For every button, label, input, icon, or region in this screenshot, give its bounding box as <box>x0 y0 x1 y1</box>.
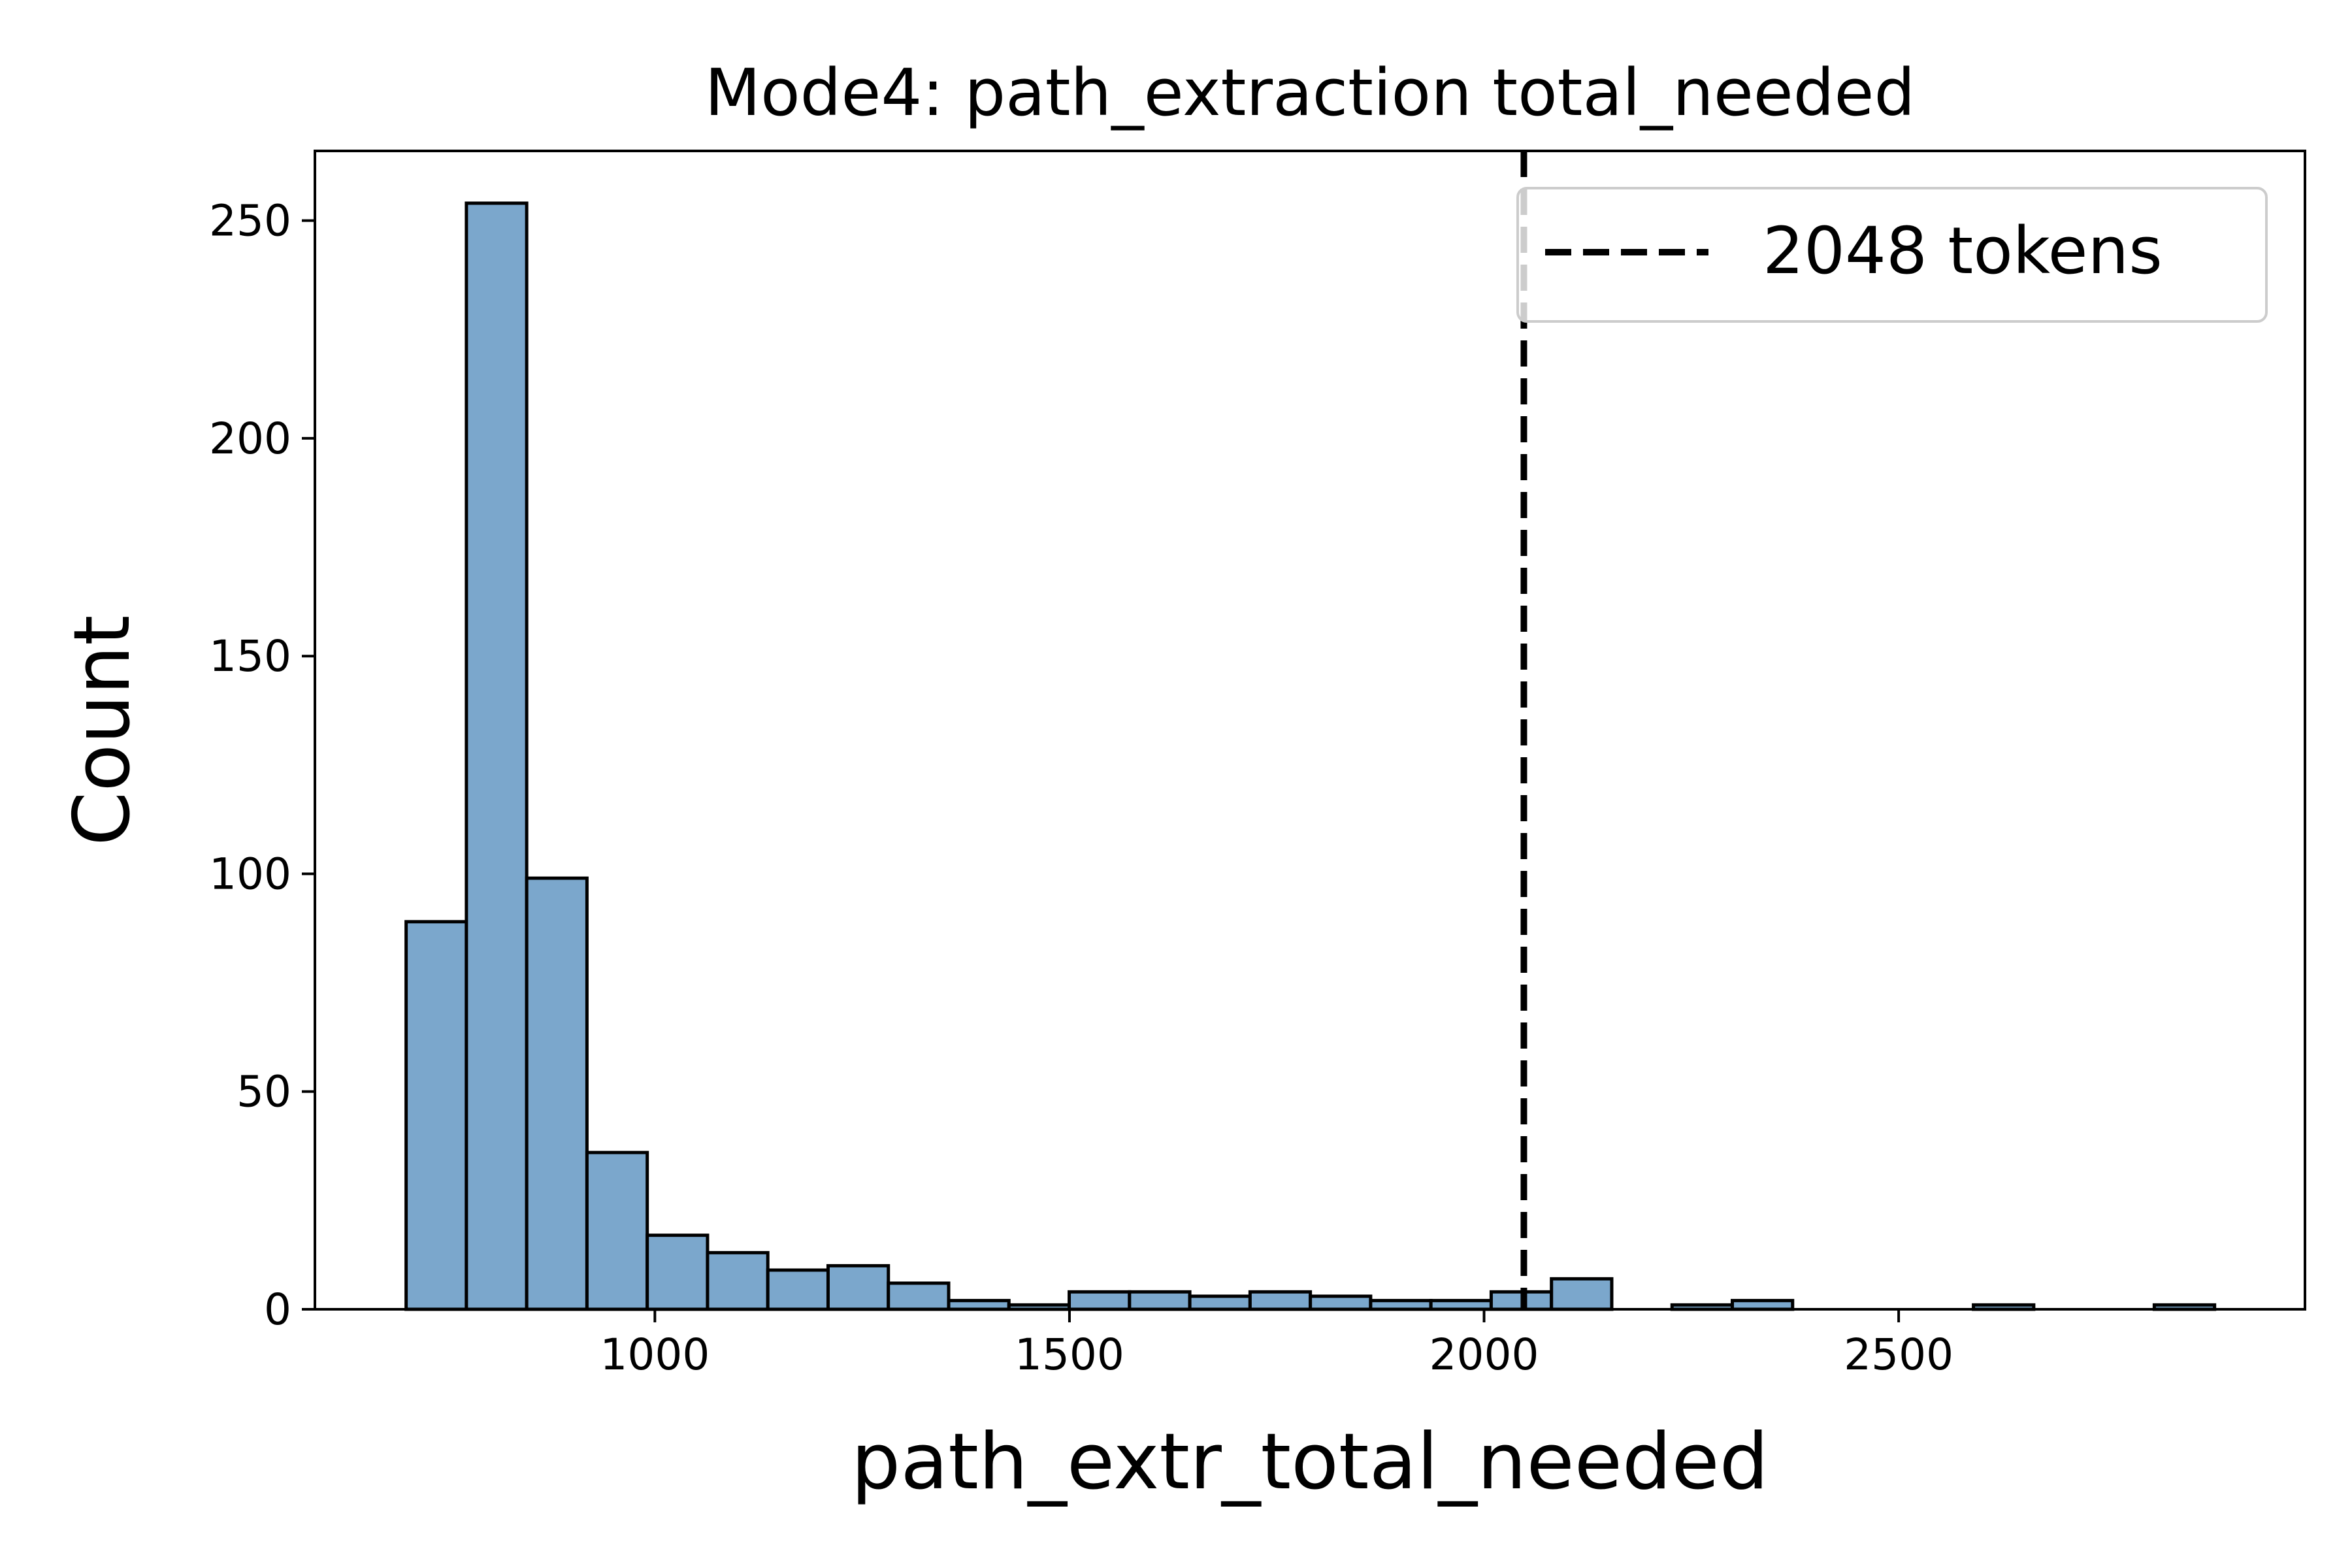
x-axis-label: path_extr_total_needed <box>851 1417 1769 1507</box>
histogram-bar <box>1248 1290 1313 1311</box>
y-tick-label: 0 <box>264 1284 291 1335</box>
histogram-bar <box>1550 1277 1614 1311</box>
chart-title: Mode4: path_extraction total_needed <box>705 56 1916 131</box>
y-axis-label: Count <box>57 615 148 845</box>
histogram-bar <box>766 1268 830 1311</box>
histogram-bar <box>404 920 468 1311</box>
x-tick-label: 2500 <box>1844 1330 1953 1380</box>
plot-frame <box>314 150 2306 1311</box>
y-tick-label: 150 <box>209 631 291 681</box>
histogram-bar <box>585 1151 649 1311</box>
histogram-bar <box>706 1250 770 1311</box>
y-axis-ticks: 0 50 100 150 200 250 <box>209 196 315 1335</box>
histogram-bar <box>1068 1290 1132 1311</box>
histogram-bar <box>1309 1294 1373 1311</box>
y-tick-label: 200 <box>209 414 291 464</box>
histogram-bar <box>887 1281 951 1311</box>
legend-label: 2048 tokens <box>1763 214 2163 289</box>
histogram-bar <box>1128 1290 1192 1311</box>
x-tick-label: 2000 <box>1429 1330 1539 1380</box>
legend: 2048 tokens <box>1516 187 2268 323</box>
histogram-bar <box>525 876 589 1311</box>
y-tick-label: 100 <box>209 849 291 899</box>
x-tick-label: 1000 <box>600 1330 710 1380</box>
x-axis-ticks: 1000 1500 2000 2500 <box>600 1309 1953 1380</box>
legend-box <box>1516 187 2268 323</box>
histogram-bar <box>645 1233 710 1311</box>
histogram-bar <box>1188 1294 1252 1311</box>
histogram-bar <box>826 1264 890 1311</box>
x-tick-label: 1500 <box>1015 1330 1124 1380</box>
y-tick-label: 250 <box>209 196 291 246</box>
histogram-bars <box>404 201 2217 1311</box>
histogram-bar <box>465 201 529 1311</box>
y-tick-label: 50 <box>237 1067 291 1117</box>
